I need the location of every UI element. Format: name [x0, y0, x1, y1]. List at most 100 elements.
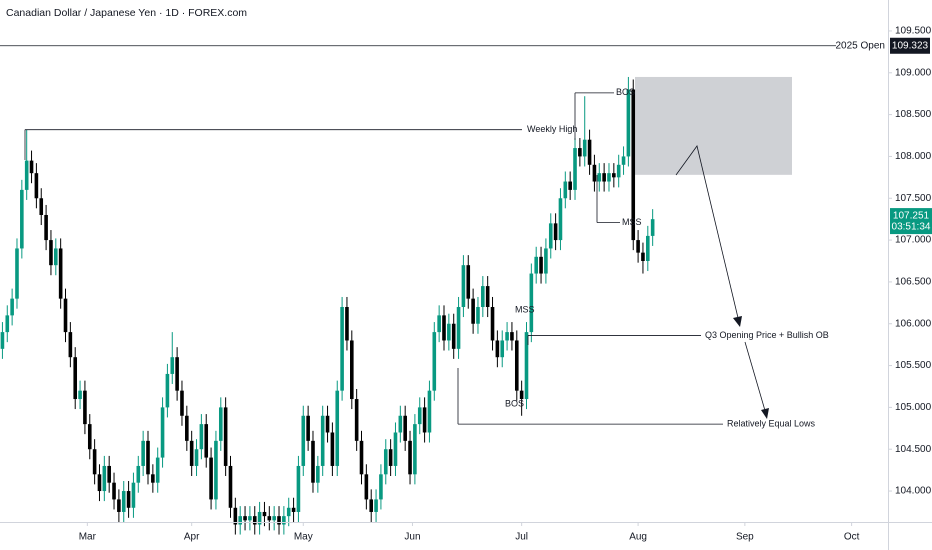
y-tick-label: 109.000	[895, 67, 932, 78]
candle-body	[63, 298, 68, 333]
candle-body	[393, 432, 398, 466]
annotation-text: MSS	[515, 305, 535, 315]
candle-body	[320, 415, 325, 466]
candle-body	[573, 148, 577, 190]
candle-body	[500, 340, 505, 358]
y-tick-label: 107.500	[895, 193, 932, 204]
candle-body	[505, 332, 509, 341]
candle-body	[335, 390, 340, 466]
candle-body	[29, 160, 34, 174]
candle-body	[0, 332, 5, 349]
candle-body	[514, 340, 519, 391]
x-tick-label: Jun	[404, 532, 420, 543]
candle-body	[548, 223, 553, 249]
candle-body	[262, 511, 267, 517]
candle-body	[510, 332, 514, 341]
candle-body	[524, 332, 529, 400]
y-tick-label: 108.500	[895, 109, 932, 120]
candle-body	[592, 164, 597, 182]
candle-body	[529, 273, 534, 333]
candle-body	[277, 516, 281, 525]
candle-body	[519, 390, 524, 400]
candle-body	[15, 248, 19, 299]
candle-body	[131, 482, 136, 508]
candle-body	[587, 139, 592, 165]
candle-body	[121, 491, 126, 512]
y-tick-label: 105.000	[895, 402, 932, 413]
candle-body	[340, 307, 344, 391]
candle-body	[238, 516, 242, 525]
chart-title: Canadian Dollar / Japanese Yen · 1D · FO…	[6, 7, 247, 19]
candle-body	[451, 323, 456, 349]
x-tick-label: Aug	[629, 532, 647, 543]
annotation-text: MSS	[622, 217, 642, 227]
candle-body	[107, 465, 111, 483]
candle-body	[34, 173, 39, 199]
candle-body	[544, 248, 548, 274]
candle-body	[146, 440, 150, 475]
candle-body	[170, 357, 175, 374]
candle-body	[626, 89, 631, 157]
candle-body	[136, 465, 141, 483]
annotation-text: Weekly High	[527, 124, 577, 134]
candle-body	[485, 286, 490, 308]
candle-body	[311, 440, 315, 483]
candle-body	[223, 407, 228, 466]
y-tick-label: 106.500	[895, 277, 932, 288]
x-tick-label: Jul	[515, 532, 528, 543]
candle-body	[204, 424, 209, 458]
order-block-zone	[635, 76, 792, 175]
candle-body	[306, 415, 310, 441]
candle-body	[141, 440, 145, 466]
candle-body	[534, 256, 538, 274]
candle-body	[558, 198, 563, 241]
candle-body	[112, 482, 116, 500]
candle-body	[582, 139, 587, 157]
candle-body	[83, 390, 87, 425]
candle-body	[646, 235, 650, 261]
candle-body	[330, 432, 335, 466]
candle-body	[379, 474, 383, 500]
candle-body	[165, 373, 170, 408]
candle-body	[427, 390, 432, 433]
candle-body	[631, 89, 636, 241]
candle-body	[68, 332, 73, 358]
candle-body	[257, 511, 262, 525]
candle-body	[272, 516, 276, 521]
candle-body	[447, 323, 451, 341]
open-level-text: 2025 Open	[836, 40, 886, 51]
annotation-text: BOS	[616, 87, 635, 97]
annotation-text: BOS	[505, 398, 524, 408]
x-tick-label: May	[294, 532, 313, 543]
candle-body	[578, 148, 582, 157]
candle-body	[151, 474, 155, 483]
candle-body	[369, 499, 374, 512]
candle-body	[636, 240, 640, 253]
candle-body	[97, 474, 102, 492]
candle-body	[553, 223, 558, 241]
candle-body	[39, 198, 44, 215]
candle-body	[214, 440, 218, 500]
candle-body	[539, 256, 543, 274]
x-tick-label: Sep	[736, 532, 754, 543]
candle-body	[252, 516, 257, 525]
candle-body	[359, 440, 364, 475]
last-price-tag	[890, 208, 932, 235]
candle-body	[456, 307, 461, 349]
candle-body	[350, 340, 354, 400]
candle-body	[160, 407, 165, 458]
candle-body	[228, 465, 233, 508]
candle-body	[54, 248, 58, 266]
candle-body	[650, 219, 655, 236]
candle-body	[243, 516, 247, 521]
candle-body	[408, 440, 412, 475]
candle-body	[345, 307, 349, 341]
candle-body	[102, 465, 107, 492]
candle-body	[5, 315, 10, 333]
candle-body	[374, 499, 378, 512]
annotation-text: Q3 Opening Price + Bullish OB	[705, 330, 829, 340]
y-tick-label: 107.000	[895, 235, 932, 246]
candle-body	[185, 415, 189, 441]
